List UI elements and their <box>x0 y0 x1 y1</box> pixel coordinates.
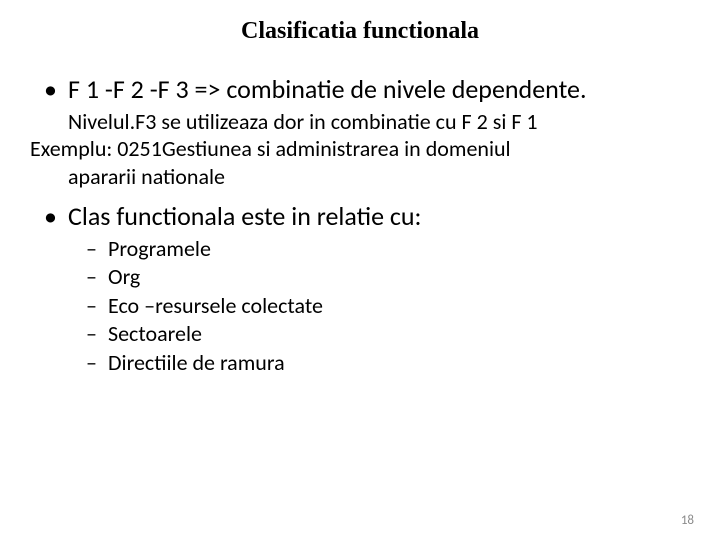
bullet-level2: Eco –resursele colectate <box>86 292 690 321</box>
bullet-level2: Sectoarele <box>86 320 690 349</box>
body-text: Nivelul.F3 se utilizeaza dor in combinat… <box>68 108 690 136</box>
slide-title: Clasificatia functionala <box>30 18 690 45</box>
body-text: apararii nationale <box>68 163 690 191</box>
sub-bullet-list: Programele Org Eco –resursele colectate … <box>86 235 690 378</box>
bullet-level2: Org <box>86 263 690 292</box>
bullet-level2: Programele <box>86 235 690 264</box>
bullet-level1: Clas functionala este in relatie cu: <box>44 200 690 233</box>
slide: Clasificatia functionala F 1 -F 2 -F 3 =… <box>0 0 720 540</box>
bullet-level1: F 1 -F 2 -F 3 => combinatie de nivele de… <box>44 73 690 106</box>
page-number: 18 <box>681 513 694 528</box>
bullet-level2: Directiile de ramura <box>86 349 690 378</box>
body-text: Exemplu: 0251Gestiunea si administrarea … <box>30 135 690 163</box>
